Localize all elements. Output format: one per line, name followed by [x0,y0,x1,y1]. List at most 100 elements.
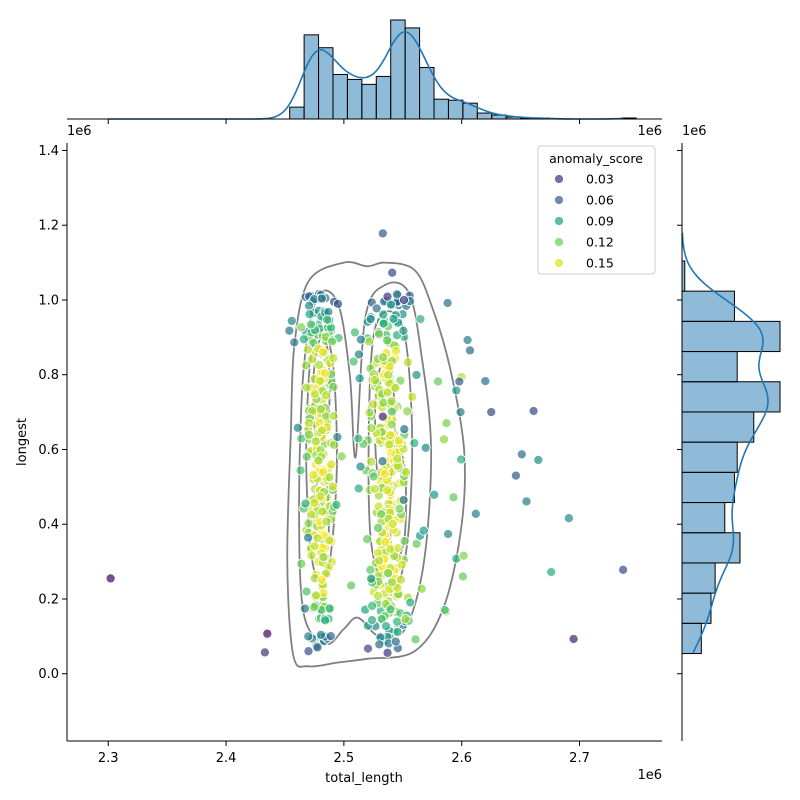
scatter-point [433,376,444,387]
scatter-point [324,472,335,483]
scatter-point [391,289,403,300]
scatter-point [321,390,332,401]
scatter-point [371,303,382,314]
scatter-point [353,349,364,360]
scatter-point [377,456,388,467]
scatter-point [362,643,374,654]
scatter-point [480,376,491,387]
scatter-point [332,298,344,309]
scatter-point [313,455,324,466]
legend-marker [553,236,565,248]
scatter-point [378,309,389,320]
scatter-point [394,503,405,514]
scatter-point [454,376,465,387]
scatter-point [388,313,399,324]
scatter-point [303,518,314,529]
scatter-point [387,267,398,278]
y-tick-label: 0.0 [38,667,59,682]
scatter-point [399,424,410,435]
scatter-point [365,564,376,575]
scatter-point [369,483,380,495]
scatter-point [301,451,312,462]
scatter-point [384,430,396,441]
x-tick-label: 2.5 [334,751,355,766]
scatter-point [303,631,314,642]
scatter-point [355,461,366,472]
scatter-point [366,456,377,467]
scatter-point [377,228,388,239]
x-tick-label: 2.3 [98,751,119,766]
scatter-point [390,382,401,393]
scatter-point [328,353,339,364]
scatter-point [429,489,440,500]
scatter-point [324,603,335,614]
scatter-point [362,534,373,545]
scatter-point [336,451,347,462]
scatter-point [296,558,307,569]
marginal-y-bar [681,351,738,383]
scatter-point [259,647,270,658]
scatter-point [386,447,397,459]
marginal-x-bar [346,78,363,120]
scatter-point [365,314,376,325]
scatter-point [370,375,381,386]
scatter-point [521,496,532,507]
scatter-point [363,336,375,347]
scatter-point [318,346,329,357]
legend-marker [553,215,565,227]
marginal-y-bar [681,562,716,594]
marginal-x-bar [318,47,334,120]
scatter-point [300,498,311,509]
scatter-point [306,509,317,520]
scatter-point [324,535,335,546]
y-tick-label: 0.6 [38,443,59,458]
scatter-point [382,387,393,398]
scatter-point [366,614,378,626]
marginal-x-bar [462,102,478,120]
scatter-point [295,465,306,476]
scatter-point [411,369,422,381]
scatter-point [395,375,406,386]
scatter-point [443,528,454,540]
legend-label: 0.15 [586,256,614,271]
marginal-x-offset-left: 1e6 [67,124,92,139]
scatter-point [346,580,357,591]
scatter-point [376,509,387,520]
scatter-point [399,535,410,547]
marginal-x-bar [361,83,377,120]
scatter-point [510,470,521,481]
scatter-point [462,334,473,346]
y-tick-label: 0.2 [38,592,59,607]
scatter-point [546,567,557,578]
y-tick-label: 0.4 [38,518,59,533]
scatter-point [486,407,497,418]
scatter-point [310,436,321,447]
scatter-point [378,352,389,363]
scatter-point [310,388,321,399]
scatter-point [372,522,384,533]
marginal-x-bar [476,112,493,120]
scatter-point [385,544,396,555]
scatter-point [400,467,412,478]
marginal-y-bar [681,320,781,353]
scatter-point [368,399,379,410]
scatter-points [105,228,629,658]
marginal-x-bar [447,99,464,120]
marginal-y-bar [681,290,735,322]
legend-label: 0.09 [586,214,614,229]
scatter-point [366,573,377,584]
marginal-x-bar [419,67,435,120]
marginal-x-bar [289,106,305,120]
scatter-point [306,550,317,561]
scatter-point [312,533,323,544]
marginal-y-bar [681,381,781,413]
scatter-point [332,432,343,443]
scatter-point [317,506,328,517]
scatter-point [390,636,401,647]
scatter-point [418,525,429,536]
marginal-y-bar [681,592,712,624]
scatter-point [314,359,325,370]
scatter-point [296,322,307,333]
scatter-point [380,621,392,632]
scatter-point [383,568,394,579]
